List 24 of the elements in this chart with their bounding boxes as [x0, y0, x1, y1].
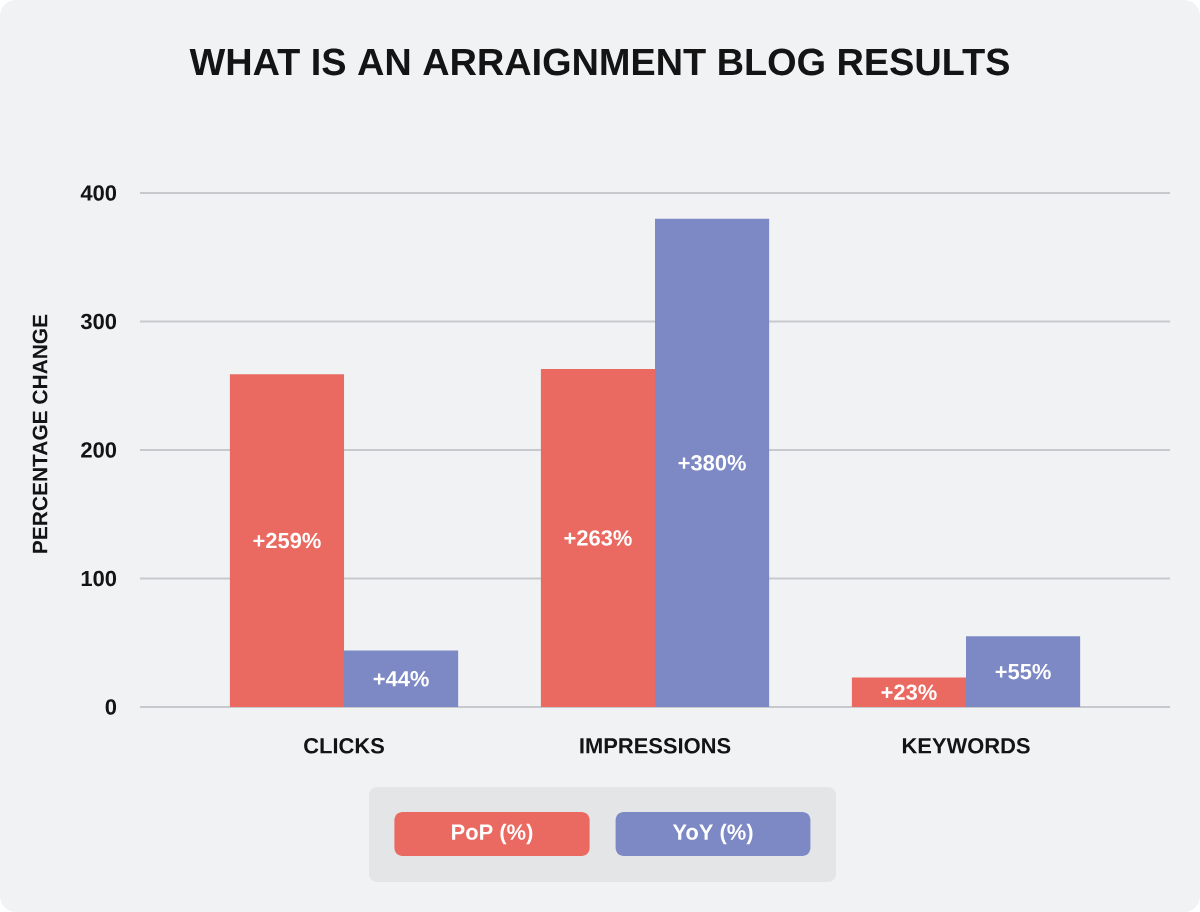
x-tick-label: IMPRESSIONS	[580, 738, 731, 754]
bar	[540, 369, 656, 707]
bar	[851, 677, 967, 707]
bar	[229, 374, 345, 707]
y-tick-label: 300	[80, 313, 117, 330]
y-axis-title: PERCENTAGE CHANGE	[32, 314, 48, 553]
x-tick-label: KEYWORDS	[902, 738, 1030, 754]
y-tick-label: 0	[105, 699, 117, 715]
y-tick-label: 400	[80, 185, 117, 201]
bar	[344, 650, 459, 707]
data-label: +380%	[678, 455, 746, 471]
bar	[966, 636, 1081, 707]
data-label: +55%	[995, 663, 1051, 680]
data-label: +263%	[564, 530, 632, 546]
text: PoP (%)	[452, 823, 533, 845]
y-tick-label: 200	[81, 442, 117, 458]
data-label: +23%	[881, 684, 937, 700]
bar	[655, 218, 770, 707]
text: YoY (%)	[672, 823, 753, 845]
data-label: +44%	[373, 671, 429, 687]
x-tick-label: CLICKS	[304, 738, 384, 754]
y-tick-label: 100	[81, 570, 117, 587]
chart-title: WHAT IS AN ARRAIGNMENT BLOG RESULTS	[189, 48, 1009, 76]
data-label: +259%	[253, 532, 321, 549]
